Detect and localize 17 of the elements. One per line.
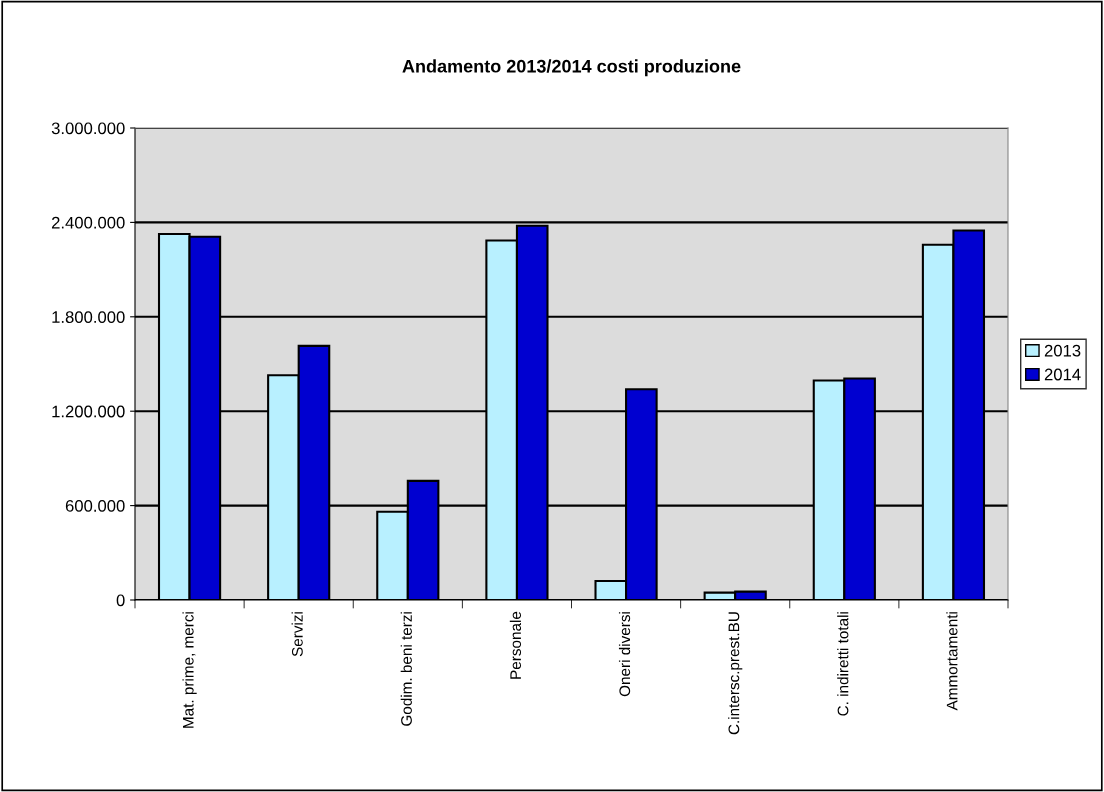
x-tick-label: Godim. beni terzi	[400, 612, 412, 726]
x-tick-label: Servizi	[291, 612, 303, 657]
legend-label: 2014	[1044, 368, 1081, 381]
legend-label: 2013	[1044, 344, 1081, 357]
x-tick-label: Oneri diversi	[618, 612, 631, 697]
y-tick-label: 600.000	[65, 500, 125, 512]
y-tick-label: 2.400.000	[51, 216, 125, 229]
x-tick-label: C. indiretti totali	[837, 612, 849, 716]
y-tick-label: 1.800.000	[52, 311, 125, 323]
y-tick-label: 1.200.000	[52, 405, 125, 418]
y-tick-label: 0	[116, 594, 125, 607]
x-tick-label: Mat. prime, merci	[182, 612, 197, 728]
x-tick-label: Personale	[509, 611, 522, 679]
y-tick-label: 3.000.000	[51, 122, 125, 135]
chart-title: Andamento 2013/2014 costi produzione	[402, 59, 741, 77]
x-tick-label: C.intersc.prest.BU	[728, 612, 743, 735]
x-tick-label: Ammortamenti	[946, 612, 958, 711]
